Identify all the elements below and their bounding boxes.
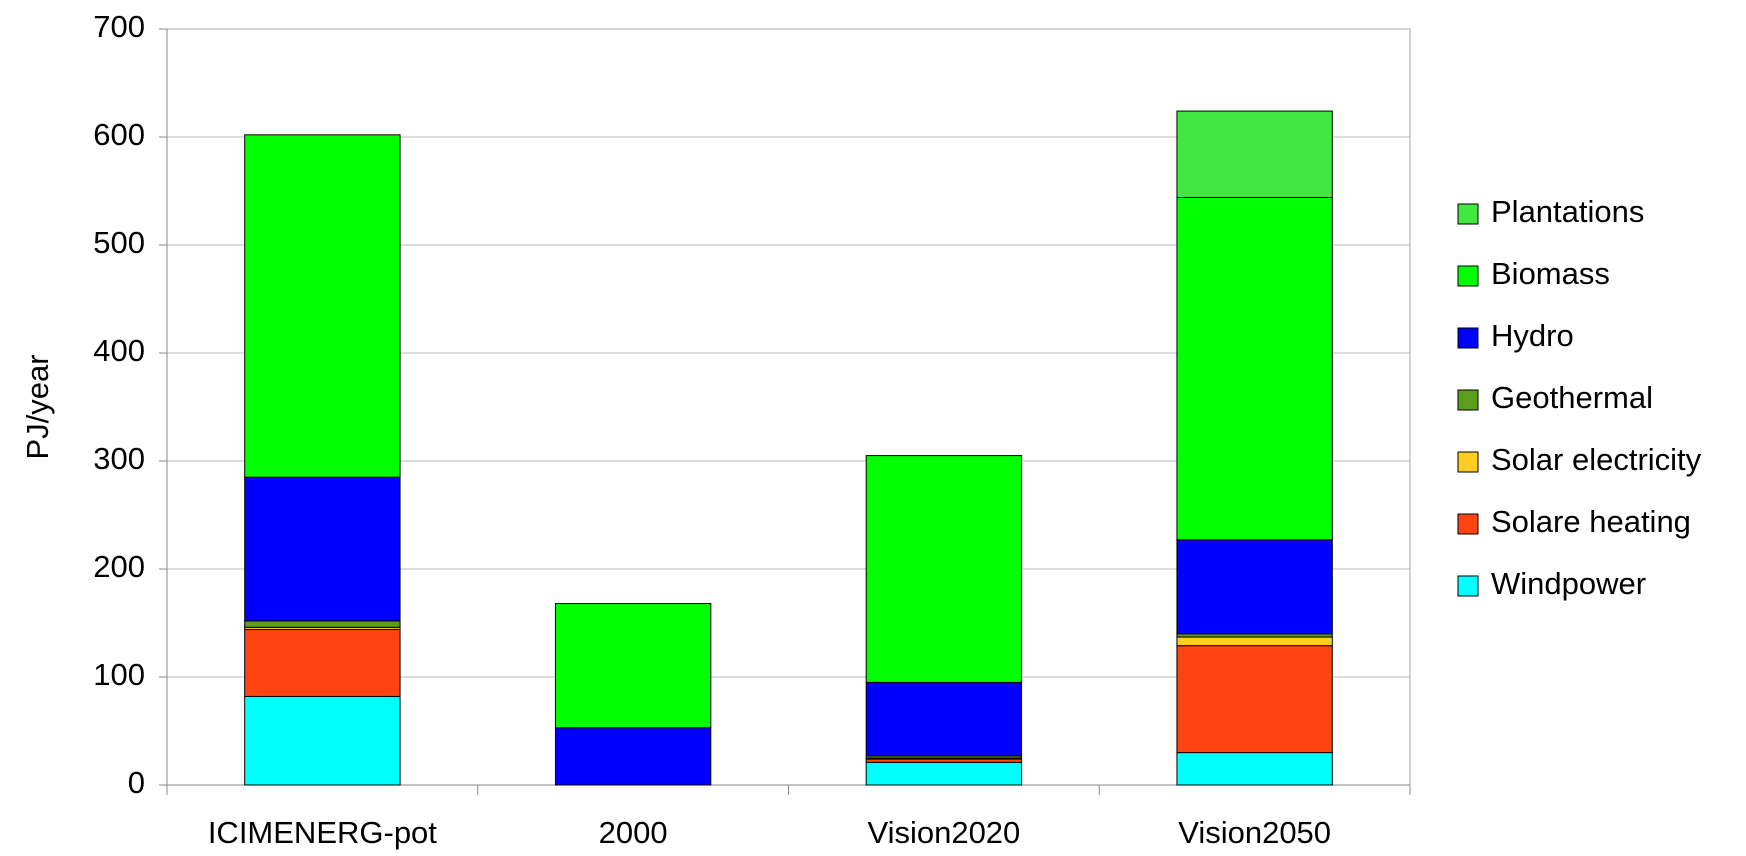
legend-label: Geothermal	[1491, 380, 1653, 415]
x-tick-label: 2000	[599, 815, 668, 850]
legend-swatch	[1457, 203, 1479, 225]
bar-segment	[1176, 110, 1333, 198]
bar-segment	[1176, 752, 1333, 786]
y-tick-label: 200	[93, 549, 145, 584]
legend-swatch	[1457, 265, 1479, 287]
bar-segment	[1176, 539, 1333, 635]
bar-segment	[554, 603, 712, 729]
x-tick-label: Vision2020	[867, 815, 1020, 850]
y-tick-label: 500	[93, 225, 145, 260]
y-tick-label: 600	[93, 117, 145, 152]
bar-segment	[244, 620, 401, 628]
legend-label: Plantations	[1491, 194, 1644, 229]
bar-segment	[865, 761, 1023, 786]
bar-segment	[865, 681, 1023, 757]
legend-swatch	[1457, 575, 1479, 597]
y-tick-label: 0	[128, 765, 145, 800]
legend-swatch	[1457, 513, 1479, 535]
legend-label: Solar electricity	[1491, 442, 1702, 477]
x-tick-label: ICIMENERG-pot	[208, 815, 437, 850]
legend-label: Solare heating	[1491, 504, 1691, 539]
legend-label: Biomass	[1491, 256, 1610, 291]
bar-segment	[554, 727, 712, 786]
bar-segment	[244, 695, 401, 786]
legend-label: Windpower	[1491, 566, 1646, 601]
legend-swatch	[1457, 327, 1479, 349]
bar-segment	[244, 476, 401, 622]
x-tick-label: Vision2050	[1178, 815, 1331, 850]
bar-segment	[865, 455, 1023, 683]
bar-segment	[1176, 645, 1333, 754]
y-tick-label: 100	[93, 657, 145, 692]
legend-swatch	[1457, 451, 1479, 473]
y-tick-label: 300	[93, 441, 145, 476]
y-tick-label: 400	[93, 333, 145, 368]
y-axis-label: PJ/year	[20, 354, 55, 459]
bar-segment	[1176, 196, 1333, 541]
bar-segment	[1176, 636, 1333, 647]
bar-segment	[244, 628, 401, 697]
legend-swatch	[1457, 389, 1479, 411]
bar-segment	[244, 134, 401, 478]
legend-label: Hydro	[1491, 318, 1574, 353]
y-tick-label: 700	[93, 9, 145, 44]
